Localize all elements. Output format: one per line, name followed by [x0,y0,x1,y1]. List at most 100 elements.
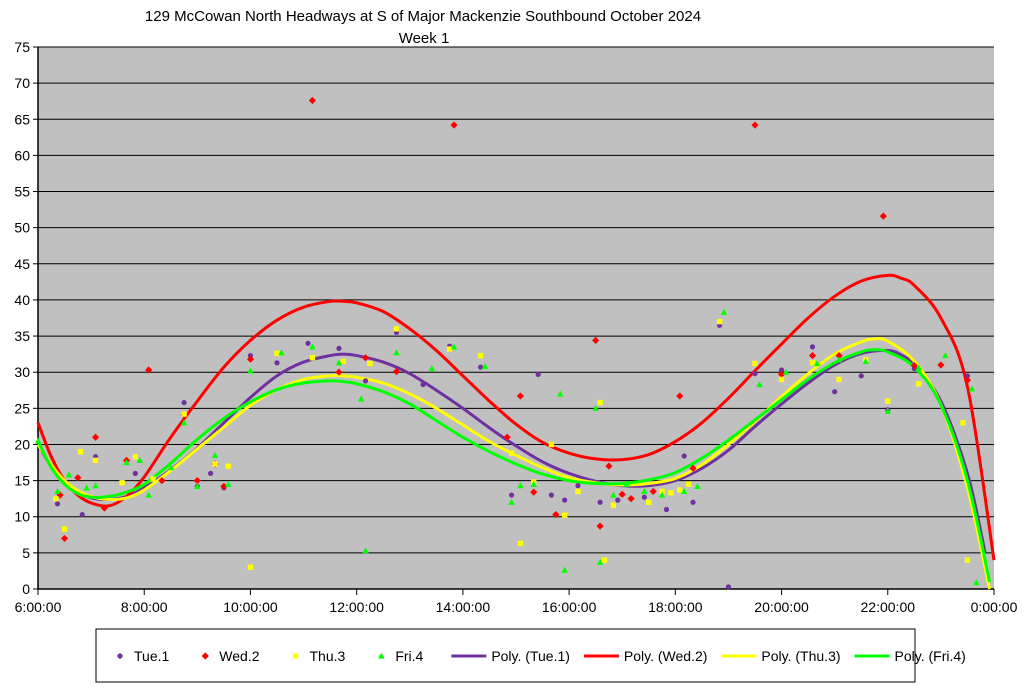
data-point-thu-3 [367,360,373,367]
data-point-wed-2 [145,366,153,374]
data-point-wed-2 [91,433,100,441]
data-point-fri-4 [34,437,42,444]
data-point-wed-2 [751,121,759,129]
data-point-thu-3 [53,495,59,502]
data-point-thu-3 [92,457,99,464]
data-point-fri-4 [481,363,489,370]
data-point-thu-3 [212,461,218,467]
legend-item-poly-wed-2: Poly. (Wed.2) [583,648,707,664]
legend-label: Fri.4 [395,648,423,664]
data-point-fri-4 [428,365,436,372]
data-points [34,96,980,590]
data-point-fri-4 [915,364,922,371]
data-point-thu-3 [575,488,581,495]
data-point-thu-3 [77,448,84,455]
data-point-thu-3 [548,441,555,448]
data-point-wed-2 [596,522,604,530]
data-point-fri-4 [65,471,73,478]
y-tick-label: 15 [14,473,30,489]
data-point-thu-3 [659,488,665,495]
data-point-wed-2 [74,474,82,482]
y-tick-label: 25 [14,400,30,416]
legend-swatch [378,652,385,659]
legend-item-poly-tue-1: Poly. (Tue.1) [451,648,570,664]
x-tick-label: 20:00:00 [754,599,809,615]
trendlines [36,273,996,590]
data-point-tue-1 [336,345,342,351]
data-point-wed-2 [605,462,613,470]
y-tick-label: 0 [22,581,30,597]
legend-item-fri-4: Fri.4 [378,648,424,664]
data-point-tue-1 [858,373,864,379]
data-point-wed-2 [910,362,918,370]
data-point-tue-1 [832,389,838,395]
y-tick-label: 50 [14,220,30,236]
data-point-tue-1 [79,511,85,518]
series-tue-1 [54,322,971,590]
y-tick-label: 5 [22,545,30,561]
data-point-tue-1 [615,497,621,503]
legend-swatch [201,652,209,660]
x-tick-label: 12:00:00 [329,599,384,615]
y-tick-label: 10 [14,509,30,525]
data-point-thu-3 [119,480,125,486]
data-point-thu-3 [340,358,347,365]
data-point-thu-3 [309,355,316,361]
data-point-fri-4 [862,357,869,364]
data-point-thu-3 [561,512,568,518]
data-point-wed-2 [835,351,843,360]
data-point-thu-3 [132,454,139,460]
legend-item-poly-fri-4: Poly. (Fri.4) [854,648,966,664]
x-tick-label: 16:00:00 [542,599,597,615]
y-tick-label: 40 [14,292,30,308]
data-point-wed-2 [193,477,201,485]
data-point-wed-2 [592,336,600,345]
data-point-fri-4 [623,480,630,487]
legend-label: Wed.2 [219,648,259,664]
data-point-fri-4 [973,579,980,586]
y-tick-label: 45 [14,256,30,272]
data-point-wed-2 [530,488,538,496]
data-point-fri-4 [561,566,568,573]
y-tick-label: 30 [14,364,30,380]
data-point-thu-3 [752,360,758,367]
data-point-wed-2 [100,504,108,512]
plot-area [38,47,994,589]
data-point-thu-3 [225,463,232,469]
data-point-wed-2 [777,370,786,378]
chart-title: 129 McCowan North Headways at S of Major… [145,8,701,25]
x-tick-label: 10:00:00 [223,599,278,615]
data-point-thu-3 [517,540,524,547]
data-point-fri-4 [335,359,343,366]
trendline-poly-wed-2 [36,273,996,561]
x-tick-label: 8:00:00 [121,599,168,615]
data-point-fri-4 [610,491,617,498]
data-point-wed-2 [618,490,626,498]
data-point-tue-1 [54,501,61,507]
x-tick-label: 22:00:00 [861,599,916,615]
data-point-tue-1 [690,499,696,505]
data-point-fri-4 [517,482,524,489]
data-point-fri-4 [393,349,400,356]
data-point-thu-3 [508,450,515,456]
data-point-fri-4 [942,352,949,359]
data-point-thu-3 [477,352,484,359]
chart-subtitle: Week 1 [399,30,450,47]
data-point-fri-4 [225,480,232,487]
data-point-fri-4 [362,547,369,554]
y-tick-label: 75 [14,39,30,55]
series-wed-2 [56,96,972,543]
data-point-fri-4 [557,390,564,397]
data-point-thu-3 [964,557,971,563]
data-point-thu-3 [274,350,280,357]
data-point-fri-4 [782,368,790,375]
data-point-thu-3 [685,481,692,487]
data-point-wed-2 [963,376,972,384]
data-point-tue-1 [725,584,732,590]
data-point-tue-1 [508,492,515,498]
legend-item-poly-thu-3: Poly. (Thu.3) [721,648,841,664]
data-point-thu-3 [597,399,603,406]
x-tick-label: 6:00:00 [15,599,62,615]
data-point-wed-2 [361,354,370,362]
